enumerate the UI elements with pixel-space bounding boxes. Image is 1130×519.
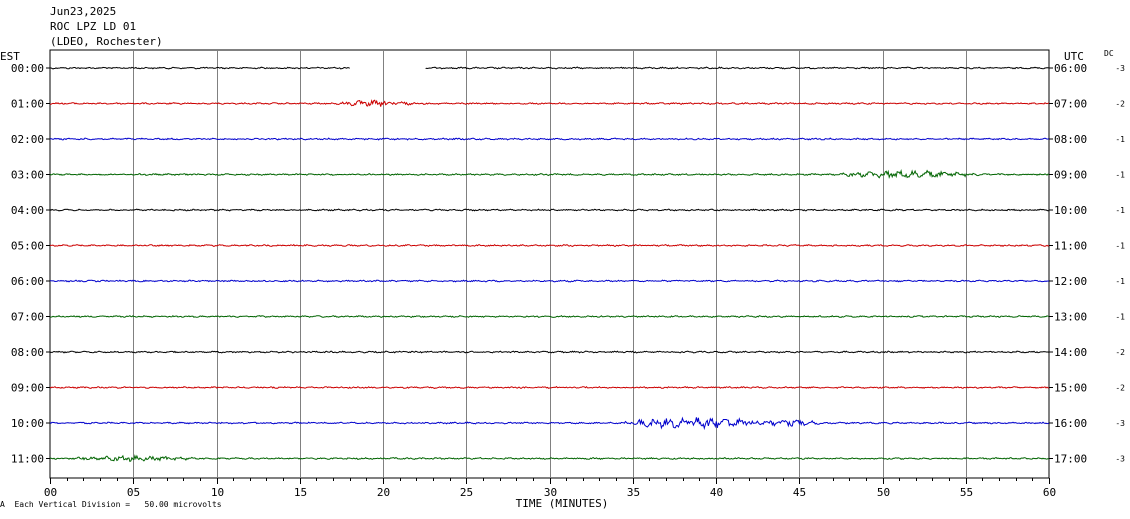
row-dc-offset: -3 — [1115, 455, 1125, 464]
station-name: ROC LPZ LD 01 — [50, 20, 137, 33]
plot-date: Jun23,2025 — [50, 5, 117, 18]
row-time-label-utc: 13:00 — [1054, 311, 1087, 324]
row-time-label-est: 06:00 — [11, 275, 44, 288]
seismic-trace-row — [49, 416, 1050, 431]
seismic-trace-row — [49, 137, 1050, 141]
row-time-label-utc: 09:00 — [1054, 169, 1087, 182]
row-time-label-est: 01:00 — [11, 98, 44, 111]
grid — [46, 49, 1053, 484]
row-dc-offset: -3 — [1115, 64, 1125, 73]
row-time-label-utc: 14:00 — [1054, 346, 1087, 359]
row-dc-offset: -1 — [1115, 242, 1125, 251]
row-dc-offset: -2 — [1115, 384, 1125, 393]
x-tick-label: 00 — [44, 486, 57, 499]
seismic-trace-row — [49, 279, 1050, 283]
scale-footer: A Each Vertical Division = 50.00 microvo… — [0, 500, 222, 509]
row-time-label-utc: 15:00 — [1054, 382, 1087, 395]
row-time-label-est: 08:00 — [11, 346, 44, 359]
row-dc-offset: -2 — [1115, 100, 1125, 109]
seismic-traces — [49, 66, 1050, 463]
plot-frame — [49, 49, 1050, 479]
seismic-trace-row — [49, 350, 1050, 354]
row-time-label-utc: 12:00 — [1054, 275, 1087, 288]
x-tick-label: 35 — [627, 486, 640, 499]
row-time-label-utc: 06:00 — [1054, 62, 1087, 75]
seismic-trace-row — [49, 454, 1050, 463]
x-tick-label: 15 — [294, 486, 307, 499]
axis-labels: 00 05 10 15 20 25 30 35 40 45 50 55 60 00:00 06:00 -3 01… — [11, 62, 1125, 499]
seismic-trace-row — [50, 314, 1050, 318]
row-time-label-utc: 17:00 — [1054, 453, 1087, 466]
row-time-label-est: 09:00 — [11, 382, 44, 395]
row-time-label-est: 07:00 — [11, 311, 44, 324]
right-timezone-label: UTC — [1064, 50, 1084, 63]
row-time-label-utc: 10:00 — [1054, 204, 1087, 217]
x-axis-title: TIME (MINUTES) — [516, 497, 609, 510]
row-time-label-est: 03:00 — [11, 169, 44, 182]
x-tick-label: 30 — [544, 486, 557, 499]
row-time-label-utc: 07:00 — [1054, 98, 1087, 111]
row-time-label-est: 10:00 — [11, 417, 44, 430]
seismic-trace-row — [49, 66, 1050, 70]
dc-offset-header: DC — [1104, 49, 1114, 58]
seismic-trace-row — [49, 243, 1050, 248]
x-tick-label: 40 — [710, 486, 723, 499]
x-tick-label: 25 — [460, 486, 473, 499]
x-tick-label: 45 — [793, 486, 806, 499]
row-time-label-utc: 16:00 — [1054, 417, 1087, 430]
left-timezone-label: EST — [0, 50, 20, 63]
footer-mark: A — [0, 500, 5, 509]
row-dc-offset: -1 — [1115, 313, 1125, 322]
network-name: (LDEO, Rochester) — [50, 35, 163, 48]
seismic-trace-row — [49, 208, 1050, 212]
row-dc-offset: -2 — [1115, 348, 1125, 357]
row-time-label-est: 04:00 — [11, 204, 44, 217]
row-time-label-est: 00:00 — [11, 62, 44, 75]
row-time-label-utc: 08:00 — [1054, 133, 1087, 146]
seismic-trace-row — [49, 169, 1050, 179]
x-tick-label: 20 — [377, 486, 390, 499]
row-time-label-est: 05:00 — [11, 240, 44, 253]
row-dc-offset: -1 — [1115, 135, 1125, 144]
x-tick-label: 05 — [127, 486, 140, 499]
x-tick-label: 10 — [211, 486, 224, 499]
row-dc-offset: -1 — [1115, 277, 1125, 286]
row-dc-offset: -1 — [1115, 206, 1125, 215]
seismic-trace-row — [49, 385, 1050, 390]
x-tick-label: 55 — [960, 486, 973, 499]
row-dc-offset: -3 — [1115, 419, 1125, 428]
x-tick-label: 60 — [1043, 486, 1056, 499]
footer-scale-note: Each Vertical Division = 50.00 microvolt… — [14, 500, 222, 509]
x-tick-label: 50 — [877, 486, 890, 499]
row-dc-offset: -1 — [1115, 171, 1125, 180]
seismic-trace-row — [49, 99, 1050, 107]
row-time-label-est: 11:00 — [11, 453, 44, 466]
row-time-label-utc: 11:00 — [1054, 240, 1087, 253]
row-time-label-est: 02:00 — [11, 133, 44, 146]
